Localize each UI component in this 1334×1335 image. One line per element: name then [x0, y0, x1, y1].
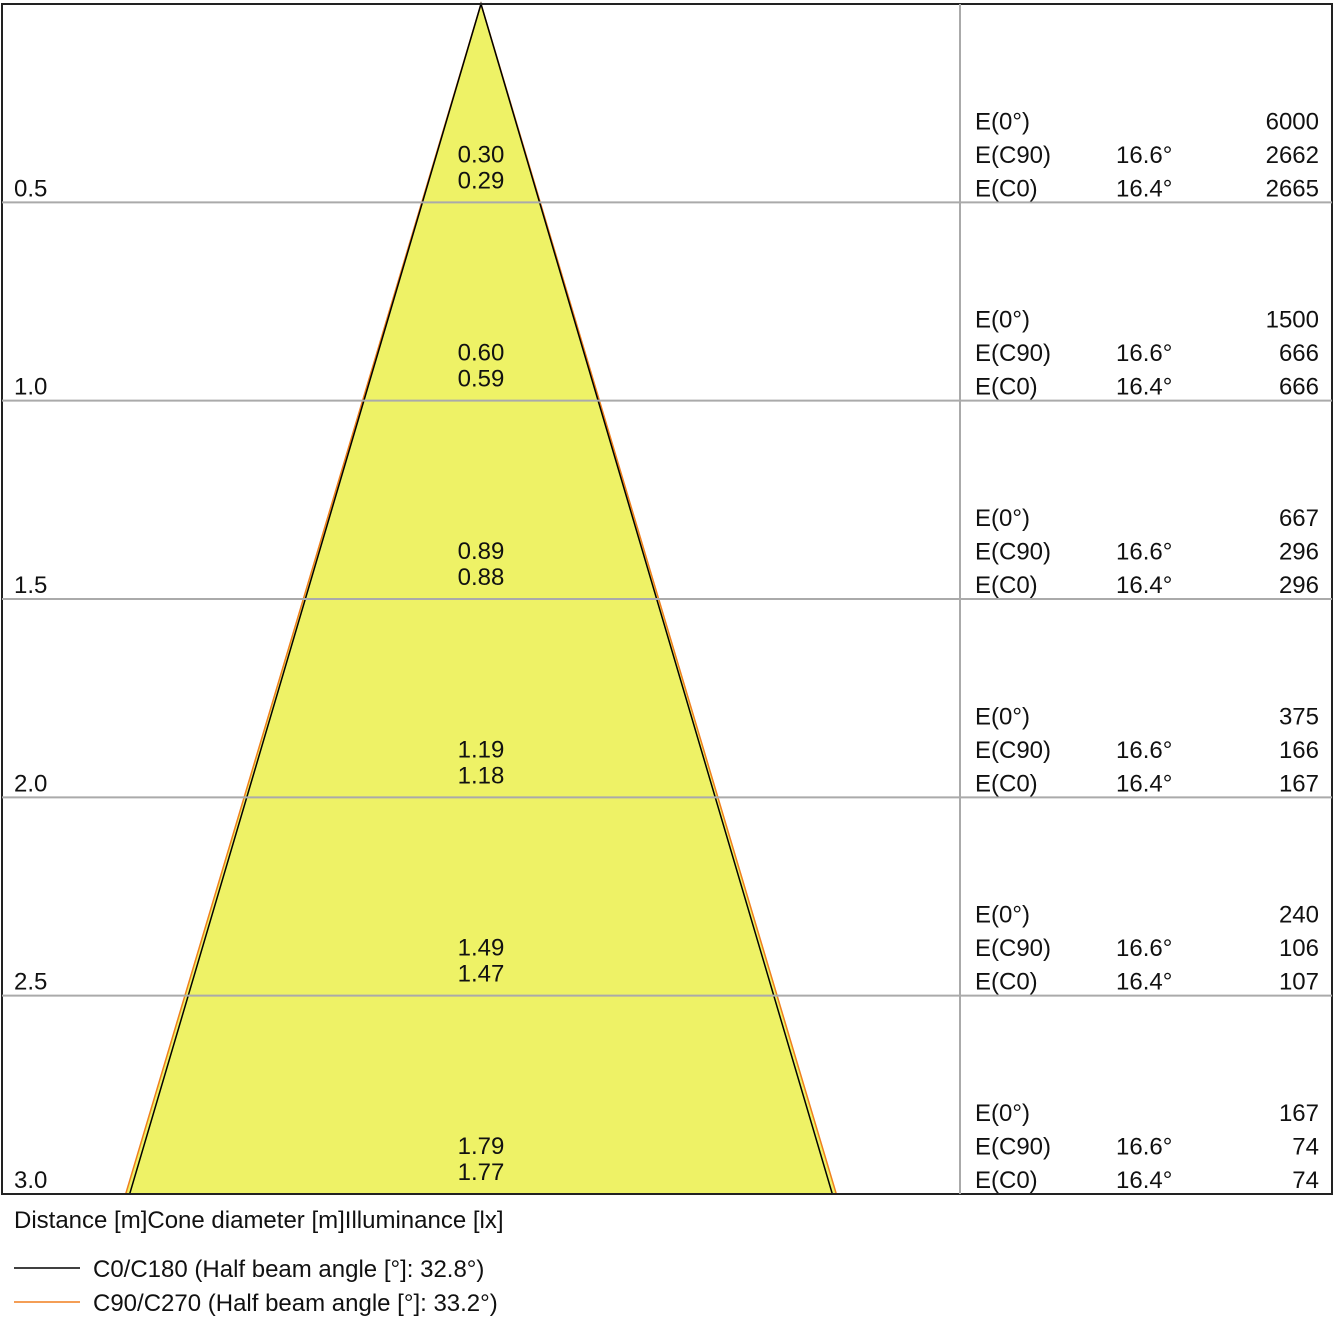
illuminance-angle: 16.6° [1116, 737, 1172, 764]
illuminance-name: E(C0) [975, 572, 1038, 599]
illuminance-value: 6000 [1266, 108, 1319, 135]
illuminance-angle: 16.4° [1116, 770, 1172, 797]
distance-label: 0.5 [14, 175, 47, 202]
illuminance-value: 666 [1279, 340, 1319, 367]
diameter-label: 0.59 [458, 366, 505, 393]
illuminance-name: E(0°) [975, 307, 1030, 334]
diameter-label: 0.60 [458, 340, 505, 367]
distance-label: 1.0 [14, 374, 47, 401]
legend-label: C90/C270 (Half beam angle [°]: 33.2°) [93, 1290, 498, 1317]
illuminance-angle: 16.6° [1116, 935, 1172, 962]
illuminance-name: E(C90) [975, 935, 1051, 962]
illuminance-angle: 16.4° [1116, 969, 1172, 996]
illuminance-name: E(C0) [975, 175, 1038, 202]
illuminance-value: 74 [1292, 1134, 1319, 1161]
diameter-label: 1.47 [458, 961, 505, 988]
distance-label: 1.5 [14, 572, 47, 599]
illuminance-angle: 16.6° [1116, 1134, 1172, 1161]
illuminance-value: 2662 [1266, 142, 1319, 169]
illuminance-angle: 16.6° [1116, 539, 1172, 566]
illuminance-value: 296 [1279, 539, 1319, 566]
distance-label: 3.0 [14, 1167, 47, 1194]
axis-title: Distance [m]Cone diameter [m]Illuminance… [14, 1207, 504, 1234]
illuminance-value: 106 [1279, 935, 1319, 962]
illuminance-value: 167 [1279, 770, 1319, 797]
illuminance-value: 375 [1279, 703, 1319, 730]
illuminance-angle: 16.6° [1116, 340, 1172, 367]
illuminance-name: E(C90) [975, 737, 1051, 764]
legend-label: C0/C180 (Half beam angle [°]: 32.8°) [93, 1256, 484, 1283]
diameter-label: 1.18 [458, 762, 505, 789]
illuminance-name: E(0°) [975, 902, 1030, 929]
illuminance-angle: 16.4° [1116, 374, 1172, 401]
illuminance-angle: 16.4° [1116, 572, 1172, 599]
illuminance-name: E(C0) [975, 1167, 1038, 1194]
illuminance-name: E(C90) [975, 142, 1051, 169]
illuminance-value: 667 [1279, 505, 1319, 532]
illuminance-value: 74 [1292, 1167, 1319, 1194]
illuminance-value: 167 [1279, 1100, 1319, 1127]
illuminance-angle: 16.4° [1116, 175, 1172, 202]
illuminance-value: 107 [1279, 969, 1319, 996]
illuminance-value: 2665 [1266, 175, 1319, 202]
distance-label: 2.5 [14, 969, 47, 996]
diameter-label: 0.30 [458, 141, 505, 168]
illuminance-value: 240 [1279, 902, 1319, 929]
diameter-label: 0.88 [458, 564, 505, 591]
diameter-label: 1.19 [458, 736, 505, 763]
illuminance-value: 296 [1279, 572, 1319, 599]
illuminance-name: E(C90) [975, 340, 1051, 367]
illuminance-name: E(0°) [975, 505, 1030, 532]
illuminance-value: 166 [1279, 737, 1319, 764]
illuminance-name: E(0°) [975, 108, 1030, 135]
illuminance-name: E(C90) [975, 539, 1051, 566]
diameter-label: 1.77 [458, 1159, 505, 1186]
illuminance-name: E(C90) [975, 1134, 1051, 1161]
illuminance-angle: 16.6° [1116, 142, 1172, 169]
illuminance-angle: 16.4° [1116, 1167, 1172, 1194]
illuminance-value: 666 [1279, 374, 1319, 401]
diameter-label: 1.49 [458, 935, 505, 962]
diameter-label: 0.29 [458, 167, 505, 194]
illuminance-name: E(C0) [975, 969, 1038, 996]
illuminance-name: E(C0) [975, 374, 1038, 401]
illuminance-name: E(C0) [975, 770, 1038, 797]
illuminance-name: E(0°) [975, 703, 1030, 730]
illuminance-name: E(0°) [975, 1100, 1030, 1127]
illuminance-value: 1500 [1266, 307, 1319, 334]
distance-label: 2.0 [14, 770, 47, 797]
diameter-label: 0.89 [458, 538, 505, 565]
diameter-label: 1.79 [458, 1133, 505, 1160]
